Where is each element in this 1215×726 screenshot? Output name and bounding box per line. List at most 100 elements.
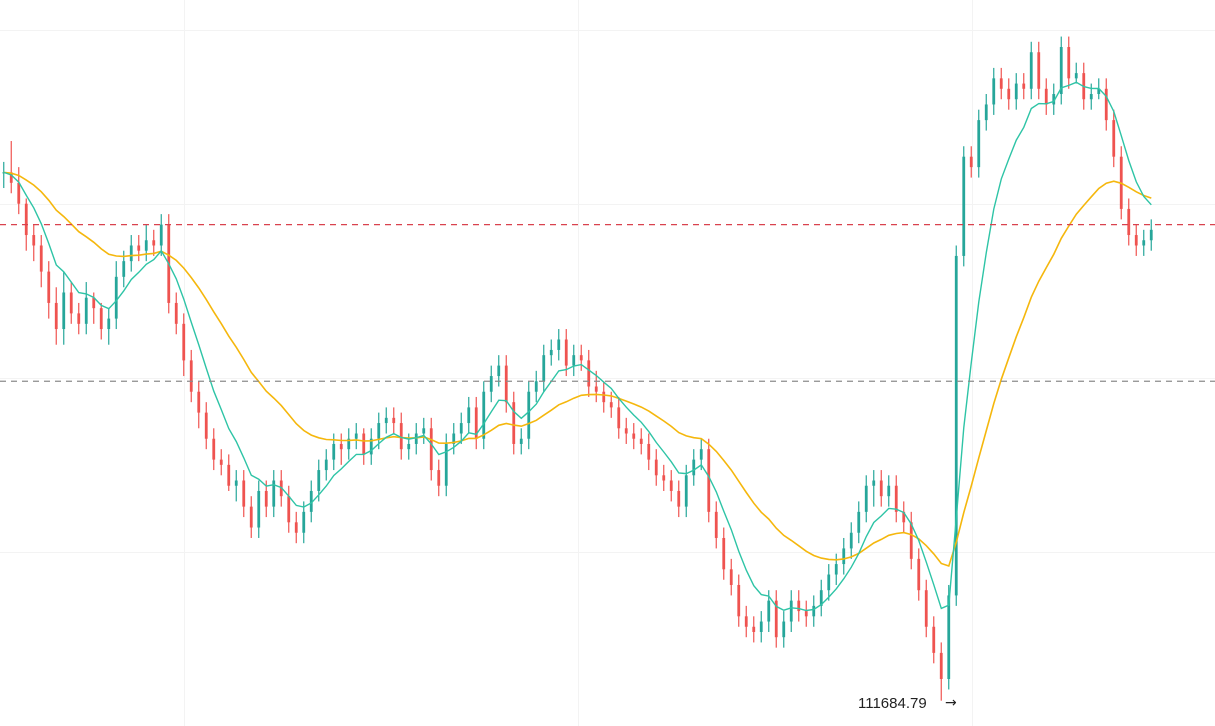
candle-body	[32, 235, 36, 246]
candle-body	[92, 297, 96, 309]
moving-average-long-line	[3, 171, 1152, 568]
candle-body	[99, 308, 103, 330]
candle-body	[759, 621, 763, 632]
candle-body	[564, 339, 568, 366]
candle-body	[977, 120, 981, 168]
candle	[422, 417, 426, 444]
candle-body	[362, 433, 366, 455]
candle	[864, 475, 868, 523]
candle-body	[152, 240, 156, 246]
candle-body	[1022, 83, 1026, 89]
candle-body	[399, 423, 403, 450]
candle	[54, 287, 58, 345]
candle	[69, 282, 73, 324]
candle	[467, 396, 471, 434]
candle-body	[984, 104, 988, 121]
candle-body	[947, 595, 951, 679]
candle-body	[1089, 94, 1093, 100]
candle	[302, 501, 306, 544]
candle	[587, 349, 591, 397]
candle-body	[392, 417, 396, 424]
candle	[534, 370, 538, 403]
candle	[399, 412, 403, 460]
candle	[1044, 78, 1048, 115]
candle	[564, 329, 568, 377]
candle-body	[1149, 229, 1153, 241]
candle-body	[647, 443, 651, 460]
candle	[489, 365, 493, 403]
candle	[182, 313, 186, 377]
candle	[624, 417, 628, 444]
candle	[429, 417, 433, 481]
candle	[347, 428, 351, 460]
candle-body	[242, 480, 246, 507]
candle-body	[159, 224, 163, 246]
candle-body	[962, 156, 966, 256]
candle-body	[24, 203, 28, 236]
candle	[774, 590, 778, 648]
candle-body	[182, 323, 186, 361]
candle-body	[407, 443, 411, 450]
candle-body	[992, 78, 996, 105]
candle-body	[737, 584, 741, 617]
candle	[189, 349, 193, 403]
candle	[287, 485, 291, 533]
candle-body	[917, 558, 921, 591]
candle	[872, 470, 876, 507]
candle	[47, 261, 51, 319]
candle-body	[212, 438, 216, 460]
candle	[707, 438, 711, 523]
candle-body	[879, 480, 883, 497]
candle-body	[497, 365, 501, 377]
candle	[677, 480, 681, 518]
candle-body	[857, 511, 861, 533]
candle-body	[527, 391, 531, 439]
candle	[827, 564, 831, 601]
candle	[99, 302, 103, 340]
candle-body	[864, 485, 868, 512]
arrow-right-icon: →	[945, 695, 957, 711]
candle-body	[909, 522, 913, 559]
candle-body	[294, 522, 298, 533]
candle	[257, 480, 261, 538]
candle-body	[692, 459, 696, 476]
candle-body	[137, 245, 141, 251]
candle-body	[849, 532, 853, 549]
candle-body	[744, 616, 748, 627]
candle	[504, 355, 508, 413]
candle-body	[557, 339, 561, 350]
candle-body	[782, 621, 786, 638]
candle-body	[1074, 73, 1078, 79]
candle-body	[729, 569, 733, 585]
candle	[752, 616, 756, 643]
candle-body	[812, 605, 816, 617]
candle-body	[774, 600, 778, 638]
candle-body	[114, 276, 118, 319]
candle-body	[1112, 120, 1116, 157]
candle-body	[654, 459, 658, 476]
candle-body	[894, 485, 898, 512]
candle-body	[954, 255, 958, 596]
candle	[924, 579, 928, 638]
candle-body	[107, 318, 111, 330]
candle-body	[452, 433, 456, 444]
candle-body	[317, 470, 321, 491]
candle-body	[534, 381, 538, 392]
candle	[812, 595, 816, 627]
candle-body	[1037, 52, 1041, 89]
candle	[902, 501, 906, 533]
candle-body	[77, 313, 81, 324]
candle	[1059, 36, 1063, 105]
candle	[632, 423, 636, 450]
candle-body	[302, 511, 306, 533]
candle-body	[234, 480, 238, 486]
candle-body	[129, 245, 133, 262]
candle-body	[272, 480, 276, 507]
candle-body	[549, 349, 553, 356]
candle-body	[69, 292, 73, 314]
candle	[729, 558, 733, 596]
candle-body	[902, 511, 906, 523]
candle-body	[677, 490, 681, 507]
candle	[737, 574, 741, 627]
